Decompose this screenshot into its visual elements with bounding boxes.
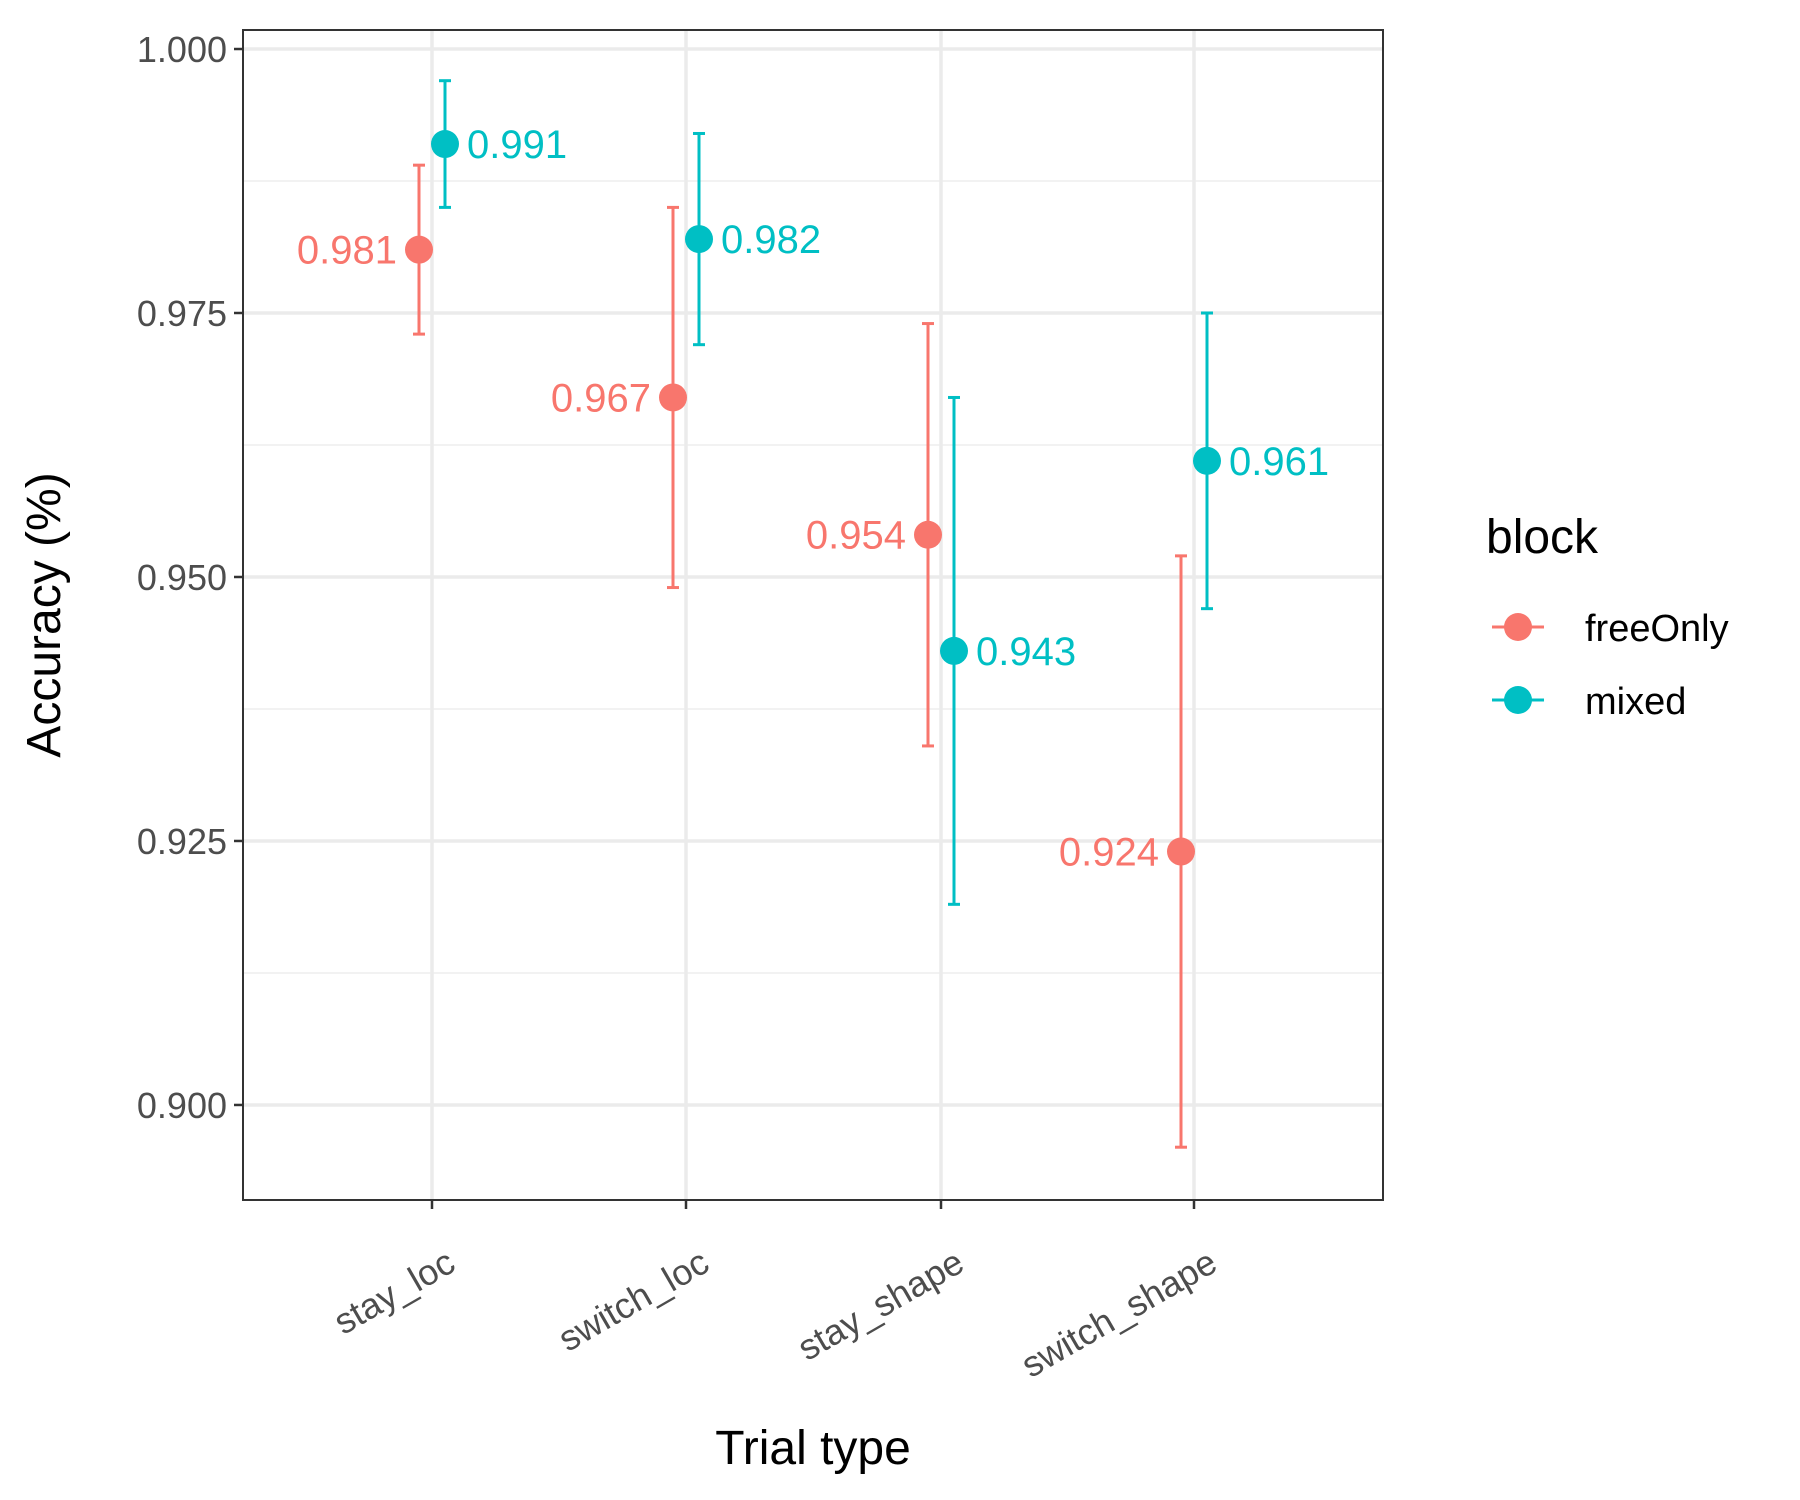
data-label: 0.943 — [976, 630, 1076, 674]
data-label: 0.967 — [551, 376, 651, 420]
series-freeOnly: 0.981 0.967 0.954 0.924 — [297, 163, 1195, 1149]
data-point — [659, 383, 687, 412]
legend-key-point — [1504, 613, 1532, 641]
legend-key-point — [1504, 686, 1532, 714]
y-axis: 0.900 0.925 0.950 0.975 1.000 — [137, 29, 243, 1126]
legend: block freeOnly mixed — [1486, 511, 1729, 723]
data-point — [914, 520, 942, 549]
x-axis-title: Trial type — [715, 1422, 911, 1475]
data-label: 0.961 — [1229, 440, 1329, 484]
data-point — [940, 636, 968, 665]
y-tick-label: 0.975 — [137, 293, 227, 334]
legend-label: mixed — [1585, 681, 1686, 723]
data-point — [405, 235, 433, 264]
data-label: 0.991 — [467, 123, 567, 167]
gridlines — [243, 30, 1383, 1200]
plot-panel-border — [242, 29, 1384, 1201]
data-point — [1193, 446, 1221, 475]
data-label: 0.924 — [1059, 831, 1159, 875]
data-point — [1167, 837, 1195, 866]
data-point — [431, 130, 459, 159]
data-marks: 0.981 0.967 0.954 0.924 0.991 0.982 0.943 0.961 — [297, 79, 1329, 1149]
legend-title: block — [1486, 511, 1599, 564]
y-tick-label: 0.950 — [137, 557, 227, 598]
data-label: 0.981 — [297, 229, 397, 273]
data-label: 0.954 — [806, 514, 906, 558]
legend-item-mixed: mixed — [1492, 681, 1686, 723]
y-tick-label: 0.900 — [137, 1085, 227, 1126]
y-axis-title: Accuracy (%) — [18, 472, 71, 757]
series-mixed: 0.991 0.982 0.943 0.961 — [431, 79, 1329, 906]
y-tick-label: 1.000 — [137, 29, 227, 70]
data-label: 0.982 — [721, 218, 821, 262]
legend-label: freeOnly — [1585, 608, 1729, 650]
legend-item-freeOnly: freeOnly — [1492, 608, 1729, 650]
data-point — [685, 225, 713, 254]
y-tick-label: 0.925 — [137, 821, 227, 862]
